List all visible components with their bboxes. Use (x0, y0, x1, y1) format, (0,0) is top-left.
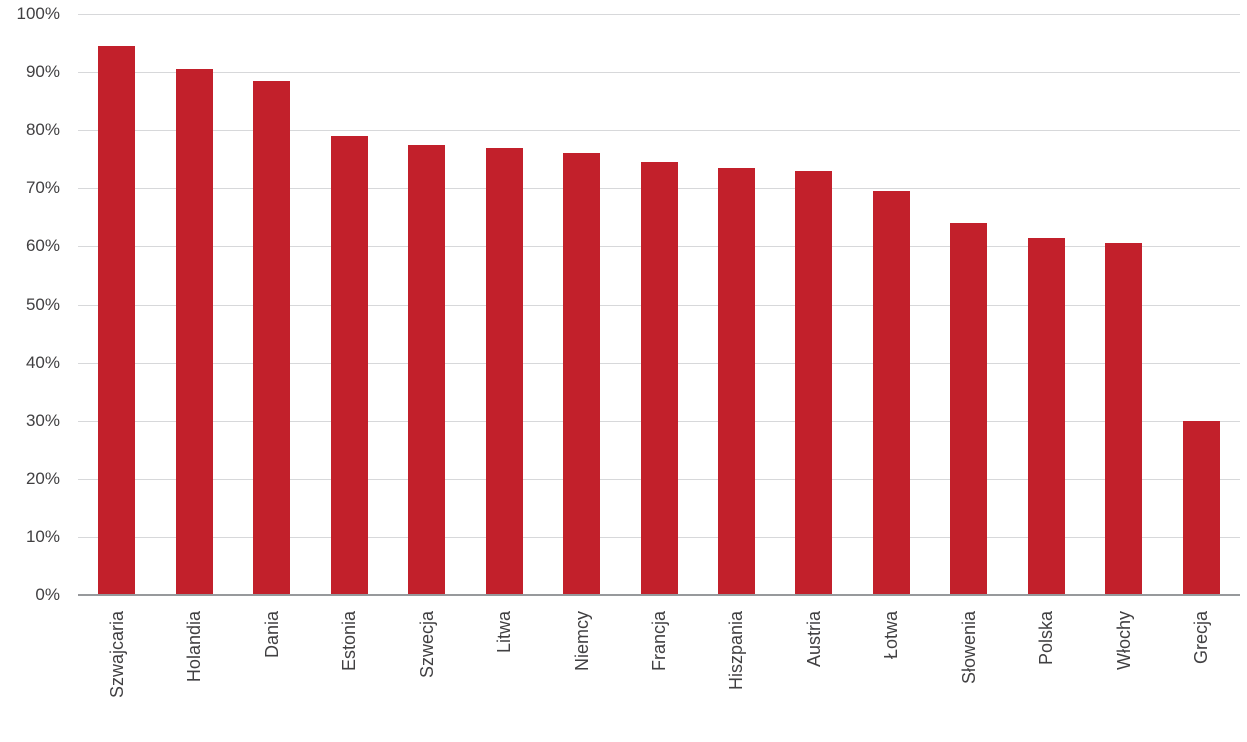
bar (485, 147, 523, 595)
gridline (78, 72, 1240, 74)
bar (872, 191, 910, 595)
bar (1027, 237, 1065, 595)
x-tick-label: Holandia (184, 611, 205, 683)
x-tick-label: Hiszpania (726, 611, 747, 691)
x-tick-label: Austria (803, 611, 824, 668)
y-tick-label: 100% (16, 4, 60, 23)
bar (717, 167, 755, 595)
y-tick-label: 20% (25, 468, 60, 488)
x-tick-label: Słowenia (958, 611, 979, 685)
gridline (78, 14, 1240, 15)
bar (330, 136, 368, 595)
bar (98, 45, 136, 595)
bar (408, 144, 446, 595)
y-tick-label: 60% (25, 236, 60, 256)
bar (950, 223, 988, 595)
y-tick-label: 80% (25, 120, 60, 140)
x-tick-label: Grecja (1191, 611, 1212, 665)
x-tick-label: Łotwa (881, 611, 902, 660)
x-tick-label: Litwa (494, 611, 515, 654)
bar (253, 80, 291, 595)
x-tick-label: Szwajcaria (106, 611, 127, 699)
gridline (78, 130, 1240, 132)
bar (175, 69, 213, 595)
x-tick-label: Niemcy (571, 611, 592, 672)
bar (795, 170, 833, 595)
y-tick-label: 30% (25, 410, 60, 430)
x-tick-label: Polska (1036, 611, 1057, 666)
x-tick-label: Szwecja (416, 611, 437, 679)
y-tick-label: 70% (25, 178, 60, 198)
x-tick-label: Francja (649, 611, 669, 672)
y-tick-label: 90% (25, 62, 60, 82)
bar (563, 153, 601, 595)
x-axis-line (78, 594, 1240, 596)
y-tick-label: 0% (35, 585, 60, 604)
x-tick-label: Dania (261, 611, 282, 659)
y-tick-label: 10% (25, 526, 60, 546)
bar (640, 162, 678, 595)
y-tick-label: 40% (25, 352, 60, 372)
x-tick-label: Estonia (339, 611, 360, 672)
y-tick-label: 50% (25, 294, 60, 314)
bar (1105, 243, 1143, 595)
x-tick-label: Włochy (1113, 611, 1134, 671)
bar (1182, 420, 1220, 595)
